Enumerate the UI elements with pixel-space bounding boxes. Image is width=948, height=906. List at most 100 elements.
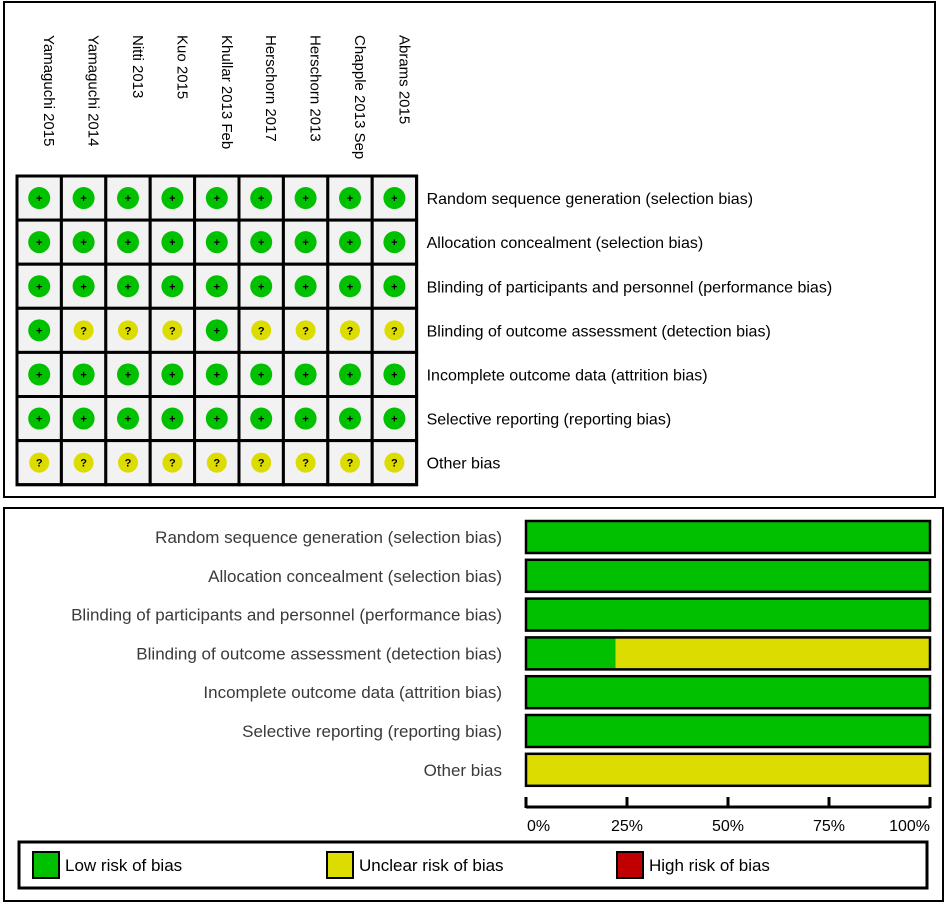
legend-label-0: Low risk of bias xyxy=(65,856,182,875)
judgement-symbol: + xyxy=(214,325,220,337)
bar-category-label-5: Selective reporting (reporting bias) xyxy=(242,722,502,741)
low-risk-mark xyxy=(250,407,273,430)
bar-outline xyxy=(524,752,932,788)
judgement-symbol: + xyxy=(169,281,175,293)
judgement-symbol: ? xyxy=(125,325,132,337)
judgement-symbol: + xyxy=(169,414,175,426)
legend-swatch-1 xyxy=(326,851,354,879)
low-risk-mark xyxy=(250,363,273,386)
low-risk-mark xyxy=(339,187,361,210)
judgement-symbol: + xyxy=(125,237,131,249)
unclear-risk-mark xyxy=(29,452,50,473)
low-risk-mark xyxy=(205,231,228,254)
judgement-symbol: + xyxy=(80,237,86,249)
judgement-symbol: ? xyxy=(125,458,132,470)
unclear-risk-mark xyxy=(206,452,227,473)
unclear-risk-mark xyxy=(295,452,316,473)
low-risk-mark xyxy=(117,275,139,298)
judgement-symbol: + xyxy=(80,193,86,205)
bar-category-label-3: Blinding of outcome assessment (detectio… xyxy=(136,644,502,663)
unclear-risk-mark xyxy=(118,452,138,473)
judgement-symbol: + xyxy=(347,369,353,381)
judgement-symbol: + xyxy=(391,369,397,381)
low-risk-mark xyxy=(383,187,406,210)
low-risk-mark xyxy=(383,363,406,386)
bar-outline xyxy=(524,674,932,710)
low-risk-mark xyxy=(339,275,361,298)
low-risk-mark xyxy=(117,407,139,430)
bar-outline xyxy=(524,519,932,555)
low-risk-mark xyxy=(294,275,317,298)
low-risk-mark xyxy=(339,231,361,254)
low-risk-mark xyxy=(383,231,406,254)
unclear-risk-mark xyxy=(118,320,138,341)
judgement-symbol: + xyxy=(214,369,220,381)
judgement-symbol: + xyxy=(258,414,264,426)
judgement-symbol: + xyxy=(347,193,353,205)
bar-segment-0 xyxy=(526,637,616,670)
bar-category-label-1: Allocation concealment (selection bias) xyxy=(208,567,502,586)
unclear-risk-mark xyxy=(295,320,316,341)
low-risk-mark xyxy=(250,187,273,210)
judgement-symbol: ? xyxy=(391,458,398,470)
low-risk-mark xyxy=(72,187,95,210)
bar-segment-0 xyxy=(526,559,930,592)
judgement-symbol: ? xyxy=(213,458,220,470)
domain-label-6: Other bias xyxy=(427,456,501,473)
bar-outline xyxy=(524,597,932,632)
judgement-symbol: + xyxy=(125,414,131,426)
low-risk-mark xyxy=(339,407,361,430)
judgement-symbol: + xyxy=(391,414,397,426)
judgement-symbol: + xyxy=(125,193,131,205)
x-tick-label-1: 25% xyxy=(611,818,643,835)
low-risk-mark xyxy=(205,187,228,210)
low-risk-mark xyxy=(294,231,317,254)
judgement-symbol: ? xyxy=(169,325,176,337)
low-risk-mark xyxy=(117,231,139,254)
risk-of-bias-summary: Yamaguchi 2015 Yamaguchi 2014 Nitti 2013 Ku… xyxy=(3,1,936,498)
judgement-symbol: + xyxy=(169,237,175,249)
domain-label-1: Allocation concealment (selection bias) xyxy=(427,235,704,252)
judgement-symbol: + xyxy=(36,369,42,381)
judgement-symbol: + xyxy=(258,281,264,293)
bar-category-label-4: Incomplete outcome data (attrition bias) xyxy=(203,683,502,702)
low-risk-mark xyxy=(28,363,51,386)
unclear-risk-mark xyxy=(162,452,183,473)
judgement-symbol: + xyxy=(258,237,264,249)
judgement-symbol: ? xyxy=(169,458,176,470)
judgement-symbol: + xyxy=(347,414,353,426)
judgement-symbol: + xyxy=(258,193,264,205)
study-label-6: Herschorn 2013 xyxy=(307,35,324,142)
judgement-symbol: ? xyxy=(36,458,43,470)
judgement-symbol: + xyxy=(214,281,220,293)
unclear-risk-mark xyxy=(384,320,405,341)
judgement-symbol: + xyxy=(169,193,175,205)
bar-segment-0 xyxy=(526,676,930,709)
judgement-symbol: + xyxy=(36,325,42,337)
judgement-symbol: + xyxy=(125,281,131,293)
bar-outline xyxy=(524,558,932,594)
bar-segment-1 xyxy=(526,753,930,786)
unclear-risk-mark xyxy=(162,320,183,341)
low-risk-mark xyxy=(72,231,95,254)
judgement-symbol: ? xyxy=(258,325,265,337)
judgement-symbol: + xyxy=(302,193,308,205)
low-risk-mark xyxy=(161,187,184,210)
low-risk-mark xyxy=(28,319,51,342)
judgement-symbol: ? xyxy=(80,325,87,337)
judgement-symbol: + xyxy=(347,237,353,249)
low-risk-mark xyxy=(294,363,317,386)
low-risk-mark xyxy=(161,407,184,430)
table-border xyxy=(15,174,419,487)
low-risk-mark xyxy=(28,231,51,254)
bar-category-label-0: Random sequence generation (selection bi… xyxy=(155,528,502,547)
judgement-symbol: + xyxy=(302,414,308,426)
x-tick-label-0: 0% xyxy=(527,818,550,835)
judgement-symbol: + xyxy=(80,369,86,381)
low-risk-mark xyxy=(250,275,273,298)
study-label-4: Khullar 2013 Feb xyxy=(218,35,235,149)
low-risk-mark xyxy=(383,407,406,430)
bar-outline xyxy=(524,713,932,749)
low-risk-mark xyxy=(205,319,228,342)
low-risk-mark xyxy=(117,187,139,210)
